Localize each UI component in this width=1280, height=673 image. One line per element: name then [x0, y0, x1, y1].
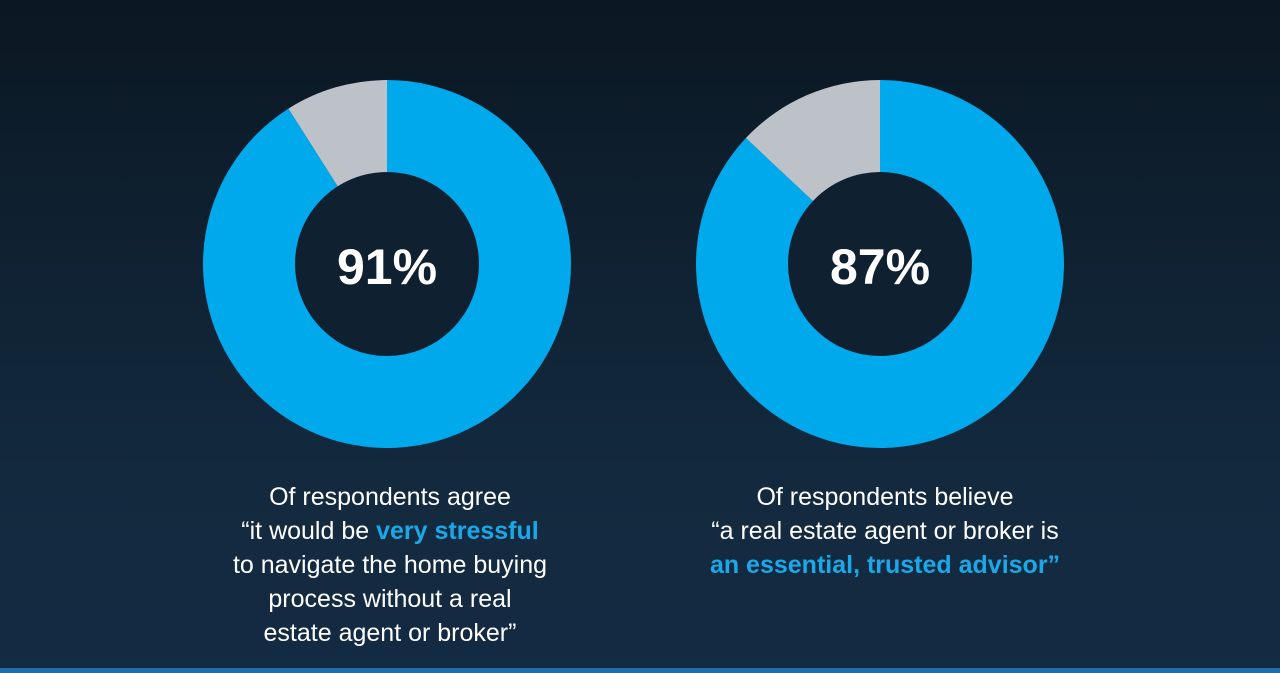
caption-2-highlight: an essential, trusted advisor” [709, 551, 1061, 579]
caption-1-line-2-text: “it would be [241, 517, 377, 545]
donut-chart-1: 91% [202, 79, 571, 449]
caption-1-line-2: “it would be very stressful [180, 514, 600, 548]
donut-2-hole [788, 172, 972, 356]
bottom-accent-bar [0, 668, 1280, 673]
donut-1-center-value: 91% [337, 239, 437, 295]
donut-1-hole [295, 172, 479, 356]
donut-2-caption: Of respondents believe “a real estate ag… [675, 480, 1095, 582]
caption-1-line-1: Of respondents agree [269, 483, 511, 511]
caption-1-line-3: to navigate the home buying [232, 551, 548, 579]
caption-1-line-5: estate agent or broker” [263, 619, 517, 647]
caption-1-highlight: very stressful [376, 517, 539, 545]
caption-2-line-2: “a real estate agent or broker is [711, 517, 1059, 545]
donut-1-caption: Of respondents agree “it would be very s… [180, 480, 600, 650]
donut-chart-2: 87% [695, 80, 1064, 448]
caption-1-line-4: process without a real [268, 585, 512, 613]
caption-2-line-1: Of respondents believe [756, 483, 1014, 511]
donut-2-center-value: 87% [830, 239, 930, 295]
